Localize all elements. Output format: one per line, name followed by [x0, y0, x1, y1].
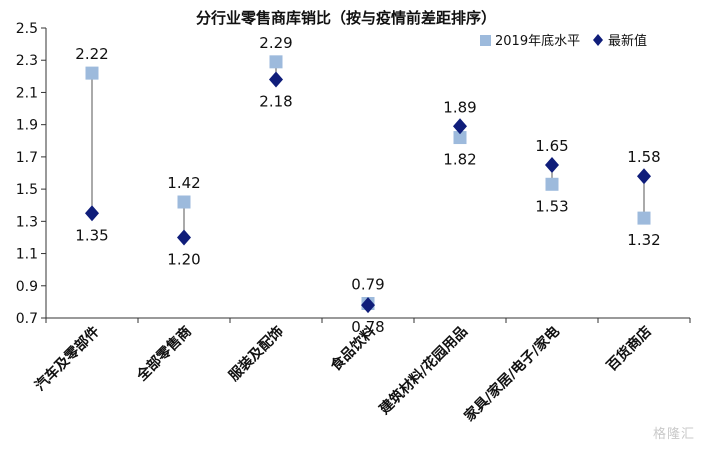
- y-tick-label: 2.3: [16, 53, 38, 69]
- legend-label-2019: 2019年底水平: [495, 33, 580, 49]
- data-label-2019: 1.42: [167, 174, 200, 192]
- point-latest: [453, 118, 467, 135]
- y-tick-label: 0.7: [16, 311, 38, 327]
- y-tick-label: 1.9: [16, 118, 38, 134]
- point-latest: [637, 168, 651, 185]
- x-category-label: 百货商店: [603, 323, 655, 375]
- x-category-label: 全部零售商: [133, 323, 195, 385]
- y-tick-label: 1.5: [16, 182, 38, 198]
- point-2019: [269, 55, 283, 69]
- point-2019: [85, 66, 99, 80]
- y-tick-label: 1.1: [16, 247, 38, 263]
- watermark: 格隆汇: [652, 427, 695, 442]
- point-latest: [85, 205, 99, 222]
- data-label-latest: 1.65: [535, 137, 568, 155]
- y-tick-label: 0.9: [16, 279, 38, 295]
- point-2019: [637, 211, 651, 225]
- x-category-label: 家具/家居/电子/家电: [461, 323, 563, 425]
- data-label-2019: 2.29: [259, 34, 292, 52]
- data-label-latest: 1.89: [443, 98, 476, 116]
- data-label-latest: 1.20: [167, 250, 200, 268]
- point-latest: [545, 156, 559, 173]
- point-latest: [269, 71, 283, 88]
- x-category-label: 汽车及零部件: [31, 323, 102, 394]
- point-2019: [453, 131, 467, 145]
- point-latest: [177, 229, 191, 246]
- legend-label-latest: 最新值: [608, 33, 647, 49]
- data-label-2019: 2.22: [75, 45, 108, 63]
- data-label-2019: 1.53: [535, 197, 568, 215]
- y-tick-label: 1.3: [16, 214, 38, 230]
- point-2019: [545, 177, 559, 191]
- chart-title: 分行业零售商库销比（按与疫情前差距排序）: [196, 9, 496, 27]
- x-category-label: 服装及配饰: [225, 323, 287, 385]
- data-label-latest: 1.58: [627, 148, 660, 166]
- legend-marker-2019: [480, 35, 491, 46]
- y-tick-label: 2.5: [16, 21, 38, 37]
- data-label-latest: 2.18: [259, 93, 292, 111]
- x-category-label: 建筑材料/花园用品: [376, 323, 471, 418]
- data-label-2019: 1.82: [443, 151, 476, 169]
- legend: 2019年底水平 最新值: [480, 33, 647, 49]
- data-label-2019: 0.79: [351, 276, 384, 294]
- point-latest: [361, 297, 375, 314]
- y-axis: 0.7 0.9 1.1 1.3 1.5 1.7 1.9 2.1 2.3 2.5: [16, 21, 47, 327]
- y-tick-label: 1.7: [16, 150, 38, 166]
- data-label-latest: 0.78: [351, 318, 384, 336]
- point-2019: [177, 195, 191, 209]
- legend-marker-latest: [593, 34, 603, 46]
- y-tick-label: 2.1: [16, 85, 38, 101]
- data-label-latest: 1.35: [75, 226, 108, 244]
- data-labels: 2.22 1.35 1.42 1.20 2.29 2.18 0.79 0.78 1.82 1.89…: [75, 34, 660, 336]
- data-points: [85, 55, 651, 314]
- data-label-2019: 1.32: [627, 231, 660, 249]
